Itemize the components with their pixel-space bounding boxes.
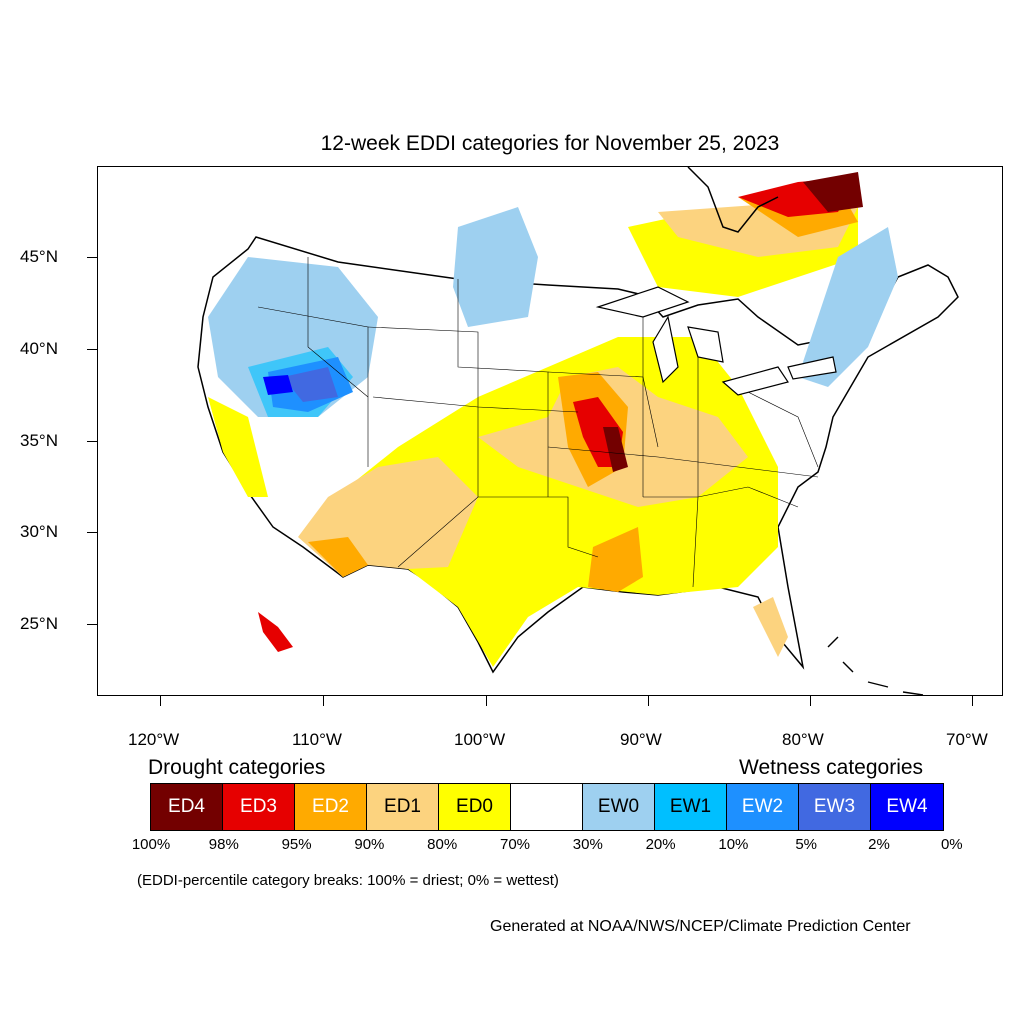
map-panel bbox=[97, 166, 1003, 696]
lat-tick-35 bbox=[87, 441, 97, 442]
percentile-break-label: 5% bbox=[795, 836, 818, 853]
bahamas-islands bbox=[827, 636, 924, 695]
lat-tick-25 bbox=[87, 624, 97, 625]
lon-label-70: 70°W bbox=[946, 730, 988, 749]
percentile-break-label: 90% bbox=[354, 836, 385, 853]
percentile-break-label: 2% bbox=[868, 836, 890, 853]
hudson-bay-coast bbox=[687, 167, 779, 233]
lat-label-40: 40°N bbox=[20, 339, 58, 358]
legend-box-ed0: ED0 bbox=[439, 784, 511, 830]
percentile-break-label: 10% bbox=[718, 836, 749, 853]
ed1-region-florida bbox=[753, 597, 788, 657]
credit-line: Generated at NOAA/NWS/NCEP/Climate Predi… bbox=[490, 918, 911, 935]
wetness-heading: Wetness categories bbox=[739, 756, 924, 779]
legend-box-ew0: EW0 bbox=[583, 784, 655, 830]
ew3-region-utah bbox=[283, 367, 338, 402]
category-note: (EDDI-percentile category breaks: 100% =… bbox=[137, 872, 559, 889]
lat-label-25: 25°N bbox=[20, 614, 58, 633]
lon-tick-120 bbox=[160, 696, 161, 706]
drought-heading: Drought categories bbox=[148, 756, 326, 779]
percentile-break-label: 0% bbox=[940, 836, 963, 853]
eddi-map bbox=[197, 167, 959, 695]
legend-box-ew4: EW4 bbox=[871, 784, 943, 830]
legend-box-ew1: EW1 bbox=[655, 784, 727, 830]
ew4-region-utah bbox=[263, 375, 293, 395]
ed2-region-louisiana bbox=[588, 527, 643, 592]
lon-label-120: 120°W bbox=[128, 730, 180, 749]
percentile-break-label: 100% bbox=[131, 836, 171, 853]
lat-label-30: 30°N bbox=[20, 522, 58, 541]
lat-label-35: 35°N bbox=[20, 431, 58, 450]
lon-label-90: 90°W bbox=[620, 730, 662, 749]
lat-tick-40 bbox=[87, 349, 97, 350]
legend-box-ew2: EW2 bbox=[727, 784, 799, 830]
legend-box-ew3: EW3 bbox=[799, 784, 871, 830]
category-legend: ED4 ED3 ED2 ED1 ED0 EW0 EW1 EW2 EW3 EW4 bbox=[150, 783, 944, 831]
ew0-region-northeast bbox=[798, 227, 898, 387]
percentile-break-label: 95% bbox=[281, 836, 312, 853]
legend-box-ed1: ED1 bbox=[367, 784, 439, 830]
state-borders bbox=[257, 257, 819, 588]
ed3-region-baja bbox=[258, 612, 293, 652]
ed4-region-canada bbox=[803, 172, 863, 212]
ed2-region-southwest bbox=[308, 537, 368, 577]
ed4-region-missouri bbox=[603, 427, 628, 472]
legend-box-neutral bbox=[511, 784, 583, 830]
ed0-region-west bbox=[208, 397, 268, 497]
lon-tick-70 bbox=[972, 696, 973, 706]
percentile-break-label: 20% bbox=[645, 836, 676, 853]
great-lakes bbox=[595, 286, 837, 396]
percentile-break-label: 70% bbox=[499, 836, 531, 853]
legend-box-ed2: ED2 bbox=[295, 784, 367, 830]
percentile-break-label: 30% bbox=[572, 836, 603, 853]
lon-label-80: 80°W bbox=[782, 730, 824, 749]
lat-label-45: 45°N bbox=[20, 247, 58, 266]
legend-box-ed4: ED4 bbox=[151, 784, 223, 830]
lon-label-110: 110°W bbox=[292, 730, 342, 749]
percentile-break-label: 98% bbox=[208, 836, 239, 853]
ew0-region-northern-plains bbox=[453, 207, 538, 327]
lon-tick-100 bbox=[486, 696, 487, 706]
map-title: 12-week EDDI categories for November 25,… bbox=[320, 132, 780, 155]
lon-label-100: 100°W bbox=[454, 730, 506, 749]
lon-tick-110 bbox=[323, 696, 324, 706]
lon-tick-90 bbox=[648, 696, 649, 706]
lat-tick-45 bbox=[87, 257, 97, 258]
legend-box-ed3: ED3 bbox=[223, 784, 295, 830]
lon-tick-80 bbox=[810, 696, 811, 706]
lat-tick-30 bbox=[87, 532, 97, 533]
percentile-break-label: 80% bbox=[427, 836, 458, 853]
